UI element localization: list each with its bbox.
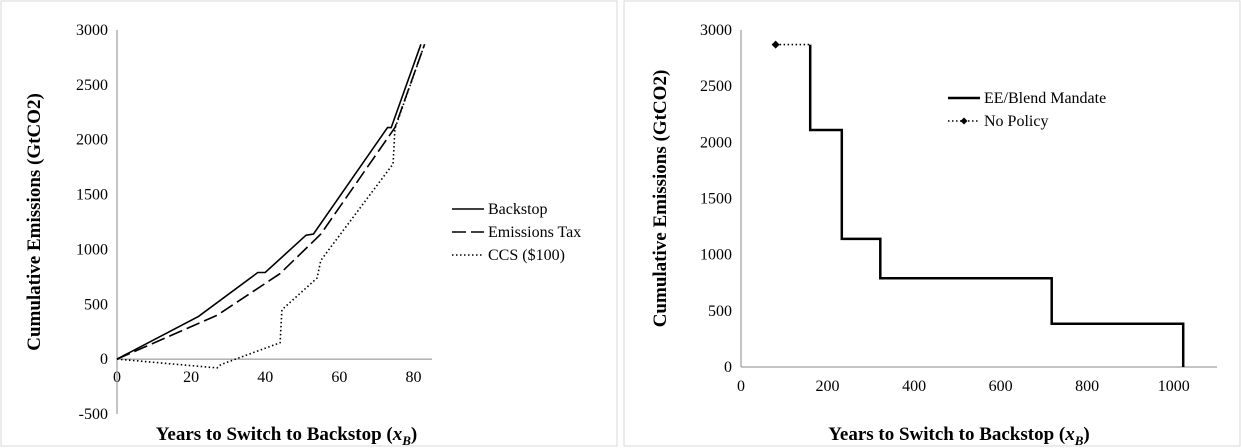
x-axis-title: Years to Switch to Backstop (xB) [156, 424, 417, 448]
legend-marker-diamond [960, 117, 968, 125]
y-tick-label: 1000 [76, 241, 108, 258]
left-chart-border [0, 0, 618, 447]
x-tick-label: 20 [183, 369, 199, 386]
y-tick-label: 2500 [700, 78, 732, 95]
x-axis-title: Years to Switch to Backstop (xB) [828, 424, 1089, 448]
right-chart-border [623, 0, 1241, 447]
x-axis-title-main: Years to Switch to Backstop ( [156, 424, 393, 445]
legend-entry: CCS ($100) [488, 247, 565, 264]
x-tick-label: 400 [902, 378, 926, 395]
x-tick-label: 1000 [1158, 378, 1190, 395]
legend-entry: EE/Blend Mandate [984, 90, 1106, 107]
y-tick-label: 2000 [76, 132, 108, 149]
series-line-1 [116, 44, 426, 360]
x-tick-label: 60 [331, 369, 347, 386]
x-axis-title-var: x [1064, 424, 1075, 445]
right-chart: 0 500 1000 1500 2000 2500 3000 0 200 400 600 800 100… [650, 22, 1217, 448]
x-axis-title-end: ) [1083, 424, 1089, 445]
x-tick-label: 80 [405, 369, 421, 386]
y-tick-label: 1500 [700, 191, 732, 208]
y-tick-label: 3000 [700, 22, 732, 39]
x-tick-label: 600 [989, 378, 1013, 395]
x-tick-label: 800 [1075, 378, 1099, 395]
y-tick-label: 2500 [76, 77, 108, 94]
y-tick-label: 1500 [76, 187, 108, 204]
legend-entry: Emissions Tax [488, 224, 581, 241]
y-tick-label: 0 [100, 351, 108, 368]
series-line-0 [116, 44, 422, 360]
x-axis-title-end: ) [411, 424, 417, 445]
y-tick-label: 500 [84, 296, 108, 313]
x-axis-title-sub: B [1074, 433, 1084, 448]
left-chart: -500050010001500200025003000020406080Bac… [24, 22, 581, 448]
series-marker-diamond [771, 40, 780, 49]
y-axis-title: Cumulative Emissions (GtCO2) [24, 93, 45, 351]
y-tick-label: 500 [708, 303, 732, 320]
y-axis-title: Cumulative Emissions (GtCO2) [650, 70, 671, 328]
series-line-0 [808, 44, 1185, 367]
y-tick-label: 2000 [700, 134, 732, 151]
x-axis-title-main: Years to Switch to Backstop ( [828, 424, 1065, 445]
y-tick-label: 0 [724, 359, 732, 376]
y-tick-label: 1000 [700, 247, 732, 264]
y-tick-label: 3000 [76, 22, 108, 39]
series-line-2 [116, 44, 426, 369]
legend-entry: No Policy [984, 113, 1048, 130]
x-tick-label: 40 [257, 369, 273, 386]
x-axis-title-var: x [392, 424, 403, 445]
x-tick-label: 0 [737, 378, 745, 395]
legend-entry: Backstop [488, 201, 548, 218]
x-axis-title-sub: B [401, 433, 411, 448]
x-tick-label: 200 [816, 378, 840, 395]
y-tick-label: -500 [79, 406, 108, 423]
